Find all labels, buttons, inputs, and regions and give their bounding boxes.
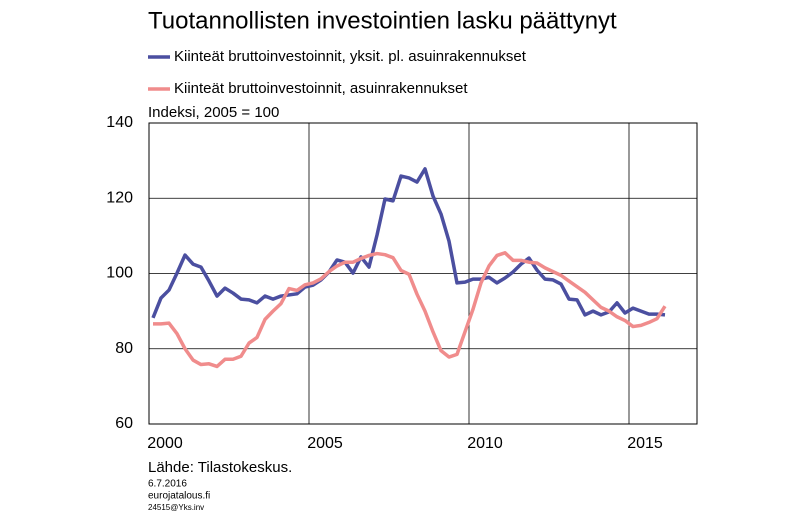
- plot-frame: [148, 122, 698, 425]
- legend-label: Kiinteät bruttoinvestoinnit, yksit. pl. …: [174, 48, 527, 65]
- source: Lähde: Tilastokeskus.: [148, 459, 292, 476]
- x-tick-label: 2010: [467, 435, 503, 452]
- footnote: 24515@Yks.inv: [148, 503, 204, 512]
- x-tick-label: 2015: [627, 435, 663, 452]
- y-tick-label: 60: [115, 415, 133, 432]
- y-tick-label: 80: [115, 340, 133, 357]
- y-tick-label: 140: [106, 114, 133, 131]
- x-tick-label: 2005: [307, 435, 343, 452]
- data-line: [153, 251, 667, 369]
- y-tick-label: 100: [106, 265, 133, 282]
- footnote: 6.7.2016: [148, 479, 187, 490]
- data-line: [151, 167, 666, 319]
- footnote: eurojatalous.fi: [148, 491, 210, 502]
- y-tick-label: 120: [106, 189, 133, 206]
- y-axis-label: Indeksi, 2005 = 100: [148, 104, 279, 121]
- legend-label: Kiinteät bruttoinvestoinnit, asuinrakenn…: [174, 80, 468, 97]
- chart-title: Tuotannollisten investointien lasku päät…: [148, 7, 617, 34]
- x-tick-label: 2000: [147, 435, 183, 452]
